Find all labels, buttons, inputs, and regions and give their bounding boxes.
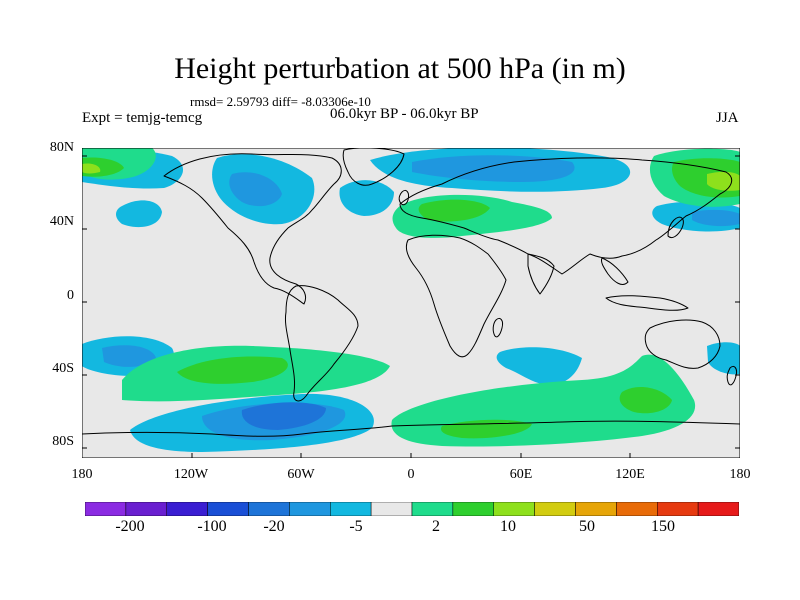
lat-label-40s: 40S	[52, 361, 74, 376]
colorbar-swatch-5	[289, 502, 331, 516]
colorbar-swatch-0	[85, 502, 127, 516]
colorbar-swatch-14	[657, 502, 699, 516]
colorbar-swatch-10	[493, 502, 535, 516]
anomaly-neg-natl	[339, 180, 394, 216]
coast-new-zealand	[726, 365, 737, 386]
coast-se-asia	[601, 257, 629, 285]
lon-label-180w: 180	[71, 467, 93, 482]
anomaly-pos-europe-core	[418, 199, 490, 222]
anomaly-neg-eurasia-core	[412, 155, 575, 182]
colorbar-label-4: 2	[432, 518, 440, 535]
lat-label-40n: 40N	[49, 214, 74, 229]
plot-title: Height perturbation at 500 hPa (in m)	[174, 52, 626, 85]
colorbar-swatch-7	[370, 502, 413, 516]
anomaly-neg-sindian	[496, 347, 582, 386]
coast-antarctica	[82, 420, 740, 437]
anomaly-neg-sepac-core	[102, 345, 156, 367]
coast-eurasia	[399, 157, 733, 275]
anomaly-neg-npac-east-core	[692, 209, 740, 227]
anomaly-pos-south-pacific-core	[177, 356, 288, 384]
coast-north-america	[163, 153, 342, 305]
lon-label-120w: 120W	[173, 467, 209, 482]
stats-line: rmsd= 2.59793 diff= -8.03306e-10	[190, 94, 371, 109]
colorbar-swatch-9	[452, 502, 494, 516]
anomaly-neg-npac-west	[116, 200, 162, 228]
axis-ticks	[82, 155, 740, 458]
period-label: 06.0kyr BP - 06.0kyr BP	[330, 106, 479, 122]
anomaly-neg-nam-core	[229, 172, 282, 207]
lon-label-60e: 60E	[509, 467, 533, 482]
lon-label-0: 0	[407, 467, 415, 482]
coast-uk	[398, 189, 409, 206]
colorbar-swatch-4	[248, 502, 290, 516]
colorbar-label-1: -100	[197, 518, 227, 535]
colorbar-swatch-12	[575, 502, 617, 516]
colorbar-swatch-8	[411, 502, 454, 516]
anomaly-pos-siberia-peak	[707, 171, 740, 191]
colorbar-label-2: -20	[263, 518, 285, 535]
colorbar-swatch-6	[330, 502, 372, 516]
lat-label-0: 0	[67, 288, 74, 303]
coast-africa	[405, 234, 507, 358]
coast-madagascar	[492, 317, 503, 338]
colorbar-swatch-15	[697, 502, 739, 516]
colorbar-swatch-2	[166, 502, 208, 516]
colorbar-swatch-11	[534, 502, 576, 516]
coast-greenland	[342, 148, 405, 186]
lat-label-80n: 80N	[49, 140, 74, 155]
lon-label-180e: 180	[729, 467, 751, 482]
colorbar	[85, 502, 739, 516]
coast-india	[527, 253, 555, 295]
experiment-label: Expt = temjg-temcg	[82, 110, 203, 126]
coast-japan	[667, 216, 684, 239]
coast-maritime	[605, 295, 689, 311]
anomaly-pos-arctic-west-peak	[82, 163, 101, 174]
coast-south-america	[285, 285, 359, 402]
lat-label-80s: 80S	[52, 434, 74, 449]
lon-label-60w: 60W	[287, 467, 315, 482]
coast-australia	[644, 319, 721, 369]
coastlines	[82, 148, 740, 437]
anomaly-neg-southern-core	[241, 402, 326, 430]
colorbar-swatch-1	[125, 502, 167, 516]
season-label: JJA	[716, 110, 739, 126]
colorbar-label-0: -200	[115, 518, 145, 535]
colorbar-label-7: 150	[651, 518, 675, 535]
colorbar-swatch-3	[207, 502, 249, 516]
lon-label-120e: 120E	[615, 467, 645, 482]
colorbar-label-3: -5	[349, 518, 363, 535]
colorbar-swatch-13	[616, 502, 658, 516]
height-perturbation-map	[82, 148, 740, 458]
colorbar-label-6: 50	[579, 518, 595, 535]
colorbar-label-5: 10	[500, 518, 516, 535]
anomaly-pos-south-indian-core	[619, 386, 672, 414]
